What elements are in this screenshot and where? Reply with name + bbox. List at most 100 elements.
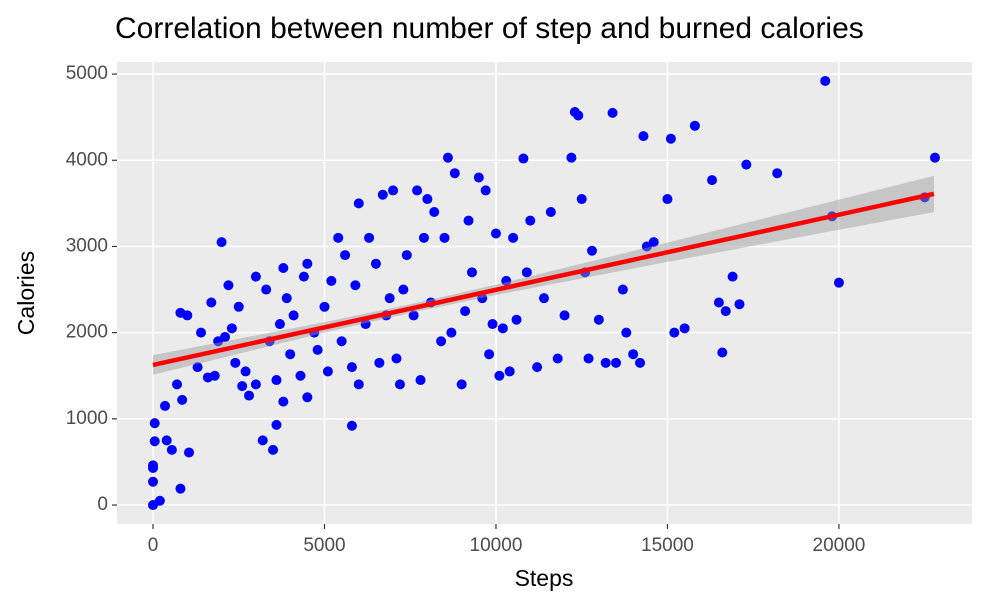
- point: [449, 168, 460, 179]
- point: [422, 194, 433, 205]
- point: [525, 215, 536, 226]
- point: [929, 152, 940, 163]
- point: [161, 435, 172, 446]
- point: [384, 293, 395, 304]
- point: [346, 362, 357, 373]
- y-tick-label: 3000: [66, 235, 108, 256]
- point: [734, 299, 745, 310]
- point: [638, 131, 649, 142]
- point: [552, 353, 563, 364]
- point: [388, 185, 399, 196]
- point: [172, 379, 183, 390]
- point: [184, 447, 195, 458]
- point: [326, 275, 337, 286]
- point: [727, 271, 738, 282]
- point: [177, 394, 188, 405]
- x-tick-label: 10000: [470, 535, 523, 556]
- confidence-band: [153, 175, 934, 375]
- point: [707, 175, 718, 186]
- point: [391, 353, 402, 364]
- point: [497, 323, 508, 334]
- point: [149, 436, 160, 447]
- point: [394, 379, 405, 390]
- point: [679, 323, 690, 334]
- point: [518, 153, 529, 164]
- point: [621, 327, 632, 338]
- point: [611, 357, 622, 368]
- point: [689, 120, 700, 131]
- point: [600, 357, 611, 368]
- point: [504, 366, 515, 377]
- point: [398, 284, 409, 295]
- point: [268, 444, 279, 455]
- point: [209, 370, 220, 381]
- y-tick-label: 5000: [66, 63, 108, 84]
- point: [353, 198, 364, 209]
- point: [220, 331, 231, 342]
- y-tick-label: 0: [97, 494, 108, 515]
- y-axis-label: Calories: [13, 251, 39, 335]
- point: [442, 152, 453, 163]
- point: [573, 110, 584, 121]
- point: [319, 301, 330, 312]
- point: [538, 293, 549, 304]
- y-tick-label: 2000: [66, 322, 108, 343]
- point: [288, 310, 299, 321]
- point: [285, 349, 296, 360]
- point: [741, 159, 752, 170]
- point: [346, 420, 357, 431]
- point: [484, 349, 495, 360]
- point: [233, 301, 244, 312]
- point: [160, 400, 171, 411]
- point: [466, 267, 477, 278]
- point: [278, 263, 289, 274]
- point: [833, 277, 844, 288]
- point: [350, 280, 361, 291]
- point: [166, 444, 177, 455]
- point: [429, 206, 440, 217]
- point: [463, 215, 474, 226]
- point: [593, 314, 604, 325]
- y-tick-label: 1000: [66, 408, 108, 429]
- point: [532, 362, 543, 373]
- point: [490, 228, 501, 239]
- point: [148, 476, 159, 487]
- x-tick-label: 20000: [813, 535, 866, 556]
- point: [250, 379, 261, 390]
- point: [501, 275, 512, 286]
- point: [473, 172, 484, 183]
- point: [271, 419, 282, 430]
- point: [322, 366, 333, 377]
- point: [607, 107, 618, 118]
- point: [154, 495, 165, 506]
- point: [401, 250, 412, 261]
- point: [196, 327, 207, 338]
- regression-line: [152, 191, 935, 368]
- point: [226, 323, 237, 334]
- point: [665, 133, 676, 144]
- point: [223, 280, 234, 291]
- point: [149, 418, 160, 429]
- point: [333, 232, 344, 243]
- point: [250, 271, 261, 282]
- point: [648, 237, 659, 248]
- point: [230, 357, 241, 368]
- point: [439, 232, 450, 243]
- point: [192, 362, 203, 373]
- point: [175, 483, 186, 494]
- point: [295, 370, 306, 381]
- point: [559, 310, 570, 321]
- point: [662, 194, 673, 205]
- point: [257, 435, 268, 446]
- point: [415, 375, 426, 386]
- point: [370, 258, 381, 269]
- x-tick-label: 0: [148, 535, 159, 556]
- y-tick-label: 4000: [66, 149, 108, 170]
- point: [480, 185, 491, 196]
- point: [436, 336, 447, 347]
- point: [820, 75, 831, 86]
- point: [412, 185, 423, 196]
- chart-title: Correlation between number of step and b…: [115, 12, 864, 45]
- point: [583, 353, 594, 364]
- point: [508, 232, 519, 243]
